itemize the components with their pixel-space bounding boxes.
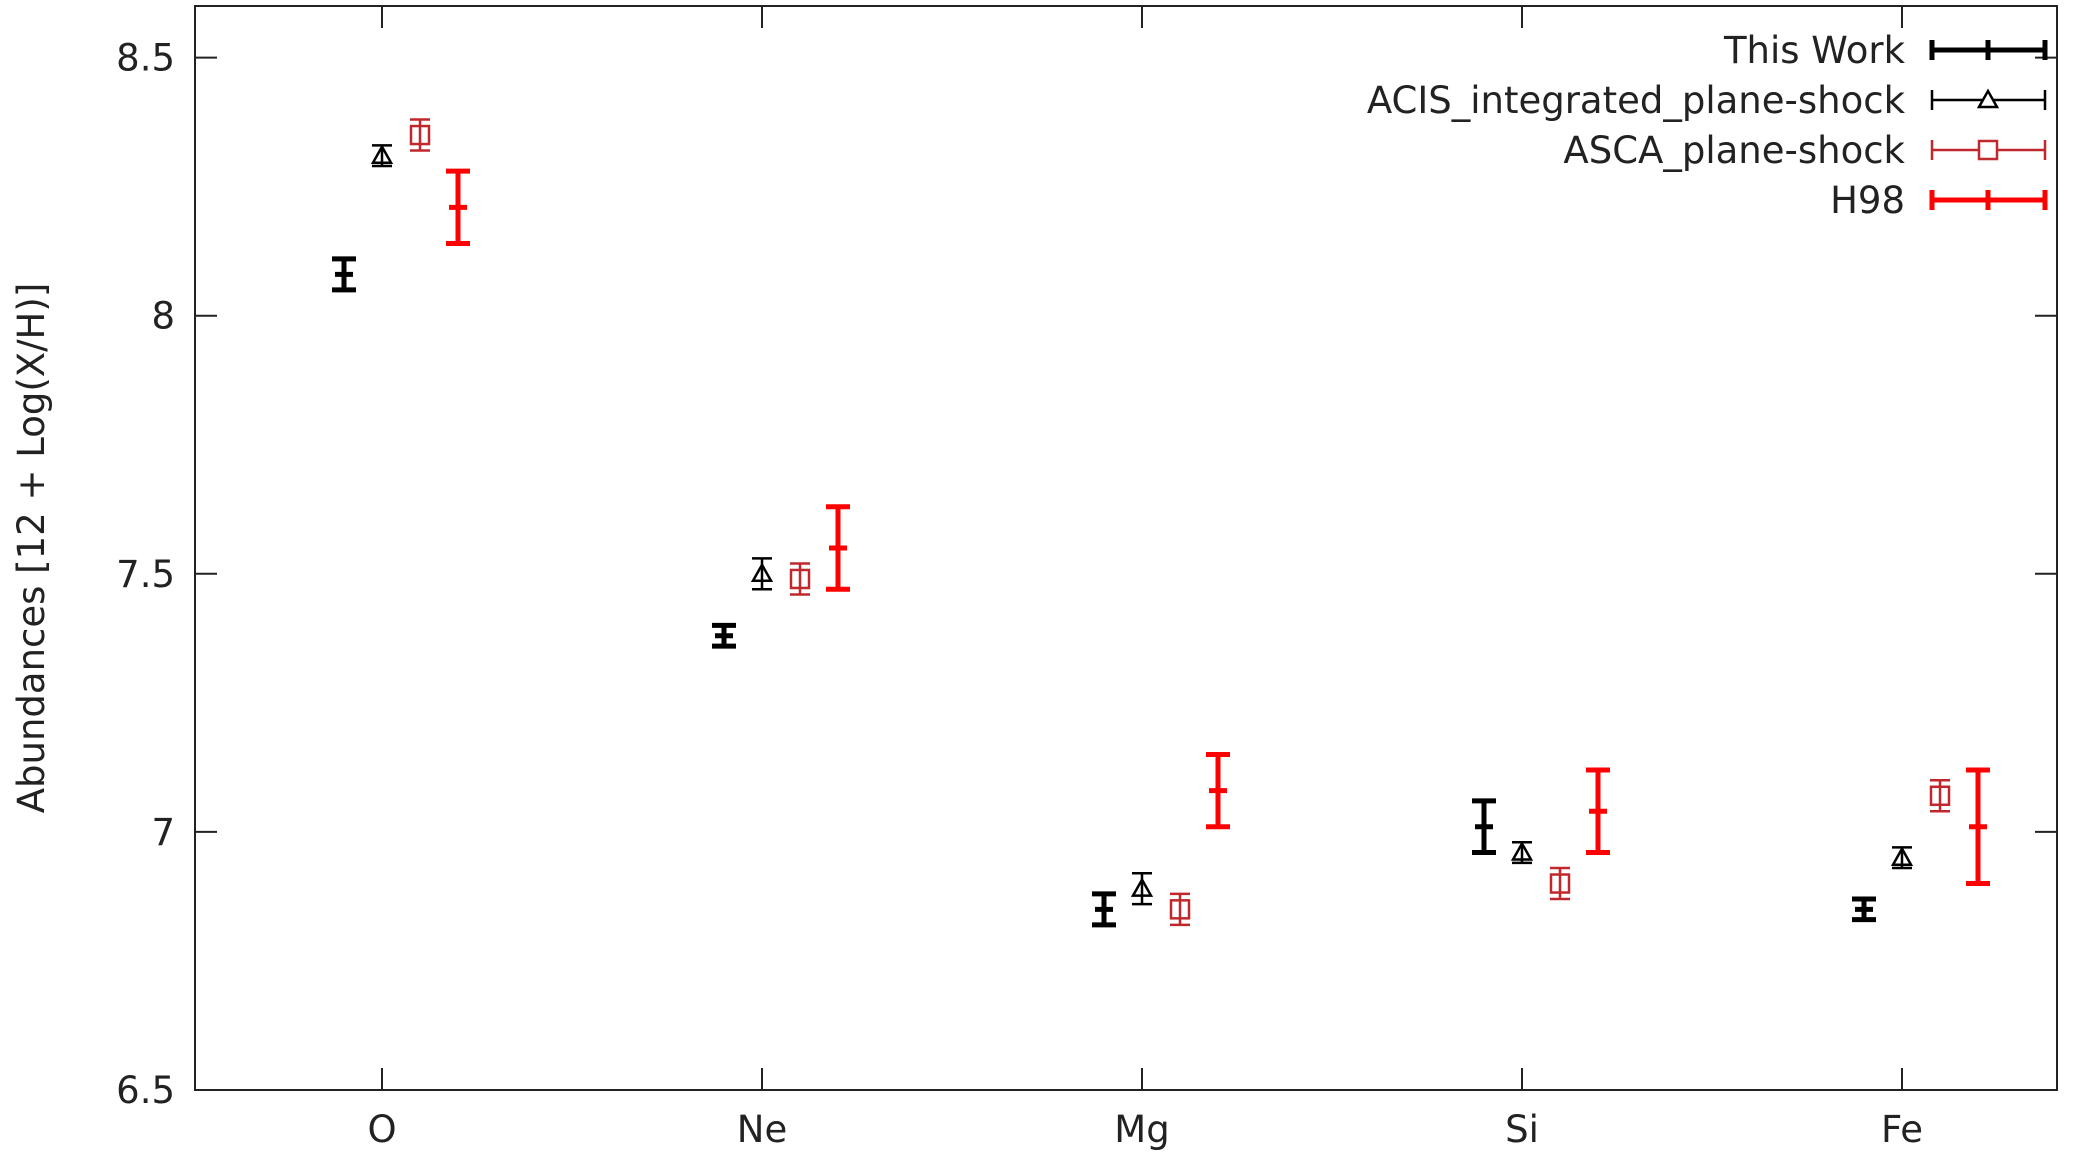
data-point [332,256,356,293]
x-tick-label: Si [1505,1108,1539,1151]
triangle-marker [370,144,394,164]
legend-label: ASCA_plane-shock [1563,129,1905,172]
legend-item: H98 [1830,179,2048,222]
series-2 [409,118,1951,927]
data-point [1510,840,1534,865]
x-tick-label: Mg [1114,1108,1169,1151]
series-1 [370,144,1914,906]
square-marker [1929,785,1951,807]
data-point [789,562,811,596]
y-tick-label: 7 [151,811,175,854]
x-axis: O Ne Mg Si Fe [367,6,1923,1151]
data-point [1966,767,1990,887]
series-3 [446,168,1990,887]
data-point [712,622,736,649]
legend-item: ASCA_plane-shock [1563,129,2047,172]
triangle-marker [1890,846,1914,866]
square-marker [789,568,811,590]
y-tick-label: 8.5 [116,37,175,80]
y-axis: 6.5 7 7.5 8 8.5 [116,37,2057,1112]
data-point [826,504,850,592]
x-tick-label: Ne [737,1108,787,1151]
data-point [370,144,394,168]
x-tick-label: O [367,1108,396,1151]
data-point [1852,896,1876,923]
data-point [1092,891,1116,928]
data-point [1169,892,1191,927]
data-point [409,118,431,152]
data-point [1890,846,1914,870]
x-tick-label: Fe [1881,1108,1923,1151]
square-marker [1549,873,1571,894]
series-0 [332,256,1876,928]
legend: This Work ACIS_integrated_plane-shock ASCA… [1367,29,2048,222]
triangle-marker [750,562,774,583]
square-marker [1169,899,1191,920]
square-marker [409,124,431,146]
legend-label: This Work [1723,29,1906,72]
data-point [1549,866,1571,901]
data-series [332,118,1990,928]
data-point [1206,751,1230,830]
legend-label: ACIS_integrated_plane-shock [1367,79,1906,122]
triangle-marker [1130,877,1154,897]
data-point [1472,798,1496,856]
legend-label: H98 [1830,179,1905,222]
legend-triangle-marker [1976,88,2000,109]
legend-item: This Work [1723,29,2048,72]
legend-square-marker [1977,139,1999,161]
y-tick-label: 6.5 [116,1069,175,1112]
data-point [1130,871,1154,906]
y-axis-label: Abundances [12 + Log(X/H)] [10,283,53,814]
plot-frame [194,5,2058,1091]
y-tick-label: 8 [151,295,175,338]
triangle-marker [1510,841,1534,861]
data-point [1929,779,1951,813]
data-point [1586,767,1610,856]
y-tick-label: 7.5 [116,553,175,596]
legend-item: ACIS_integrated_plane-shock [1367,79,2047,122]
data-point [750,557,774,591]
plot-border [194,5,2058,1091]
data-point [446,168,470,246]
